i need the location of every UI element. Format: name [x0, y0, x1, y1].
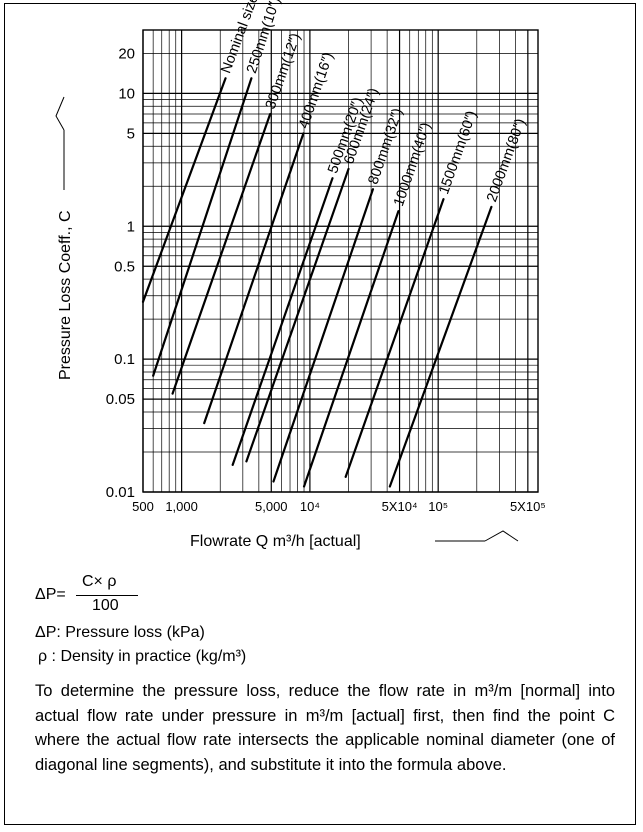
series-lines: [141, 77, 493, 488]
formula-denominator: 100: [92, 597, 119, 614]
figure-frame: [4, 3, 636, 825]
definition-pressure-loss: ΔP: Pressure loss (kPa): [35, 624, 205, 641]
y-tick-label: 10: [118, 85, 135, 102]
x-axis-arrow-head: [484, 530, 519, 542]
series-label: 400mm(16″): [296, 50, 337, 130]
pressure-loss-chart: 500 1,000 5,000 10⁴ 5X10⁴ 10⁵ 5X10⁵ 20 10 5 1 0.5 0.…: [55, 0, 546, 550]
chart-axes: [142, 29, 539, 493]
x-tick-label: 10⁵: [428, 499, 448, 514]
series-line: [231, 177, 334, 466]
description-paragraph: To determine the pressure loss, reduce t…: [35, 682, 615, 774]
y-tick-label: 1: [127, 218, 135, 235]
formula-lhs: ΔP=: [35, 586, 66, 603]
x-tick-label: 1,000: [165, 499, 198, 514]
x-tick-label: 5X10⁴: [382, 499, 418, 514]
x-tick-label: 500: [132, 499, 154, 514]
series-labels: Nominal size 200mm(8″)250mm(10″)300mm(12…: [218, 0, 529, 208]
x-tick-label: 10⁴: [300, 499, 320, 514]
y-axis-label: Pressure Loss Coeff., C: [57, 210, 74, 380]
series-line: [141, 77, 227, 303]
series-line: [203, 132, 305, 425]
y-tick-label: 20: [118, 45, 135, 62]
series-line: [245, 167, 350, 463]
definition-density: ρ : Density in practice (kg/m³): [38, 648, 247, 665]
x-axis-label: Flowrate Q m³/h [actual]: [190, 533, 361, 550]
series-line: [344, 198, 445, 478]
series-label: 1500mm(60″): [436, 109, 480, 197]
series-line: [152, 77, 253, 377]
x-tick-label: 5X10⁵: [510, 499, 546, 514]
y-tick-label: 0.5: [114, 258, 135, 275]
plot-border: [142, 29, 539, 493]
series-line: [171, 112, 272, 395]
y-axis-arrow-head: [55, 96, 65, 131]
y-tick-label: 0.1: [114, 351, 135, 368]
series-line: [388, 205, 493, 488]
series-label: 2000mm(80″): [484, 117, 529, 205]
y-tick-label: 5: [127, 125, 135, 142]
chart-grid: [142, 29, 539, 493]
formula-fraction-bar: [76, 595, 138, 596]
y-tick-label: 0.01: [106, 484, 135, 501]
x-tick-label: 5,000: [255, 499, 288, 514]
series-line: [272, 188, 375, 483]
series-line: [302, 210, 400, 488]
y-tick-label: 0.05: [106, 391, 135, 408]
formula-numerator: C× ρ: [82, 573, 117, 590]
tick-labels: 500 1,000 5,000 10⁴ 5X10⁴ 10⁵ 5X10⁵ 20 10 5 1 0.5 0.…: [106, 45, 546, 514]
